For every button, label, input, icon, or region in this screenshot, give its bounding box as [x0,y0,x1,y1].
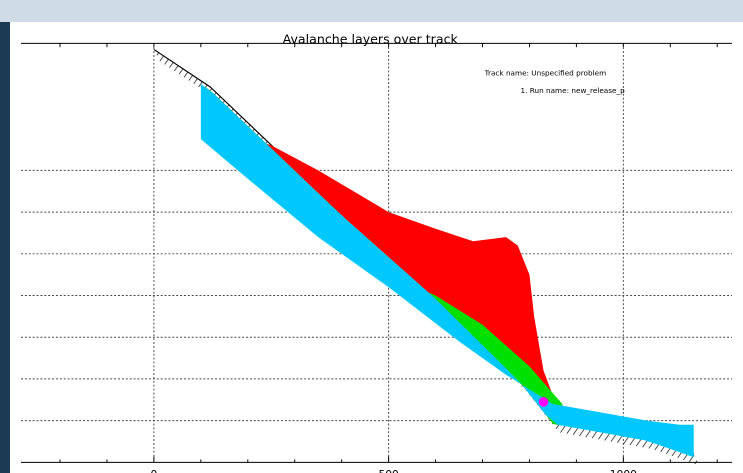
series-layer [200,84,694,458]
avalanche-layers-chart: 0 500 1000 Avalanche layers over track Tra… [21,31,732,473]
plot-window: 0 500 1000 Avalanche layers over track Tra… [10,22,743,473]
left-window-edge [0,22,10,473]
run-name-annotation: 1. Run name: new_release_p [521,86,626,95]
window-title-strip [0,0,743,22]
release-marker-point [538,397,549,407]
x-tick-label-0: 0 [151,468,158,473]
x-tick-label-2: 1000 [610,468,637,473]
x-tick-label-1: 500 [378,468,399,473]
chart-title: Avalanche layers over track [283,31,459,46]
axis-layer: 0 500 1000 [21,43,732,473]
track-name-annotation: Track name: Unspecified problem [484,68,607,77]
